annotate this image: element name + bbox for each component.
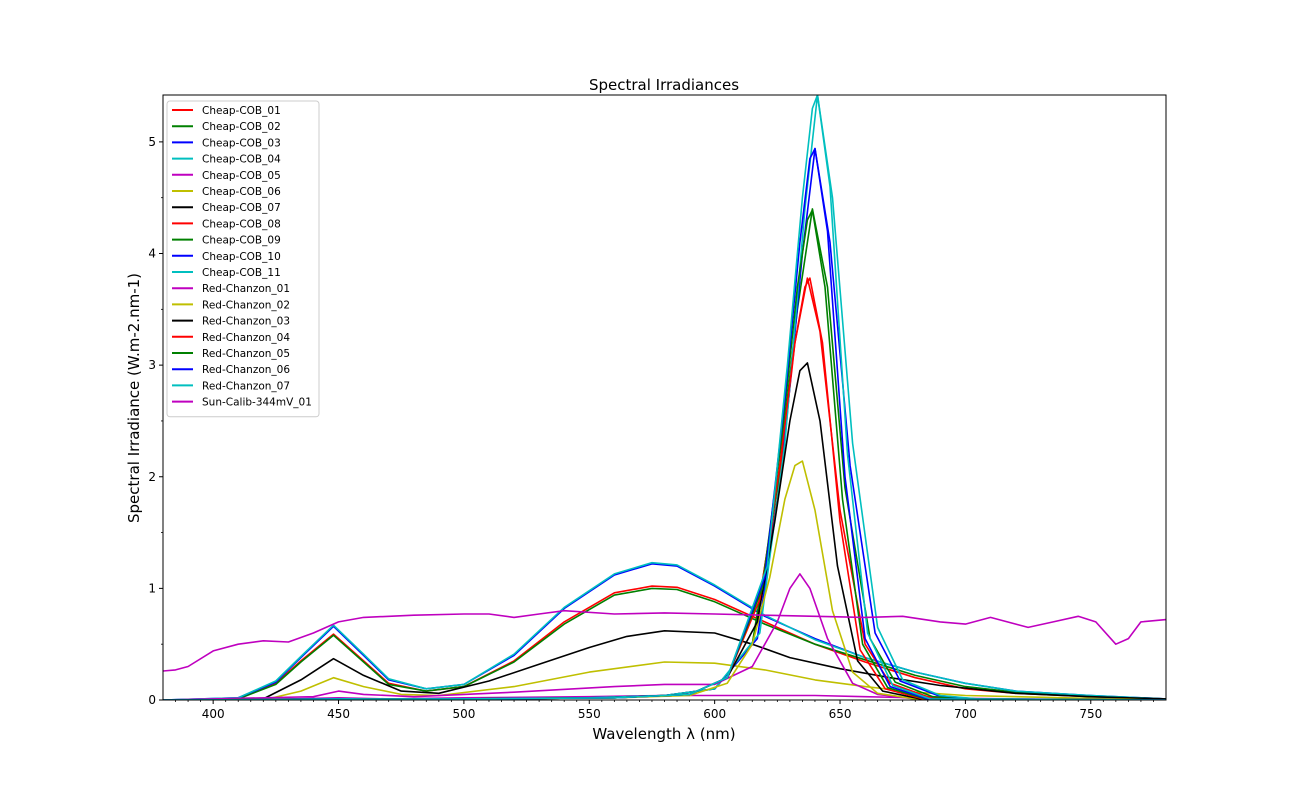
y-axis: 0 1 2 3 4 5: [148, 135, 163, 707]
series-line-cheap-cob-04: [163, 561, 1166, 700]
x-tick-label: 550: [578, 707, 601, 721]
legend-label-cheap-cob-06: Cheap-COB_06: [202, 186, 281, 198]
legend-label-cheap-cob-10: Cheap-COB_10: [202, 251, 281, 263]
y-tick-label: 1: [148, 581, 156, 595]
legend: Cheap-COB_01 Cheap-COB_02 Cheap-COB_03 Chea…: [166, 100, 320, 418]
chart-title: Spectral Irradiances: [589, 76, 739, 94]
legend-label-red-chanzon-05: Red-Chanzon_05: [202, 348, 290, 360]
legend-label-red-chanzon-06: Red-Chanzon_06: [202, 364, 290, 376]
series-line-cheap-cob-07: [163, 629, 1166, 700]
x-tick-label: 750: [1079, 707, 1102, 721]
series-line-cheap-cob-01: [163, 585, 1166, 700]
legend-label-cheap-cob-05: Cheap-COB_05: [202, 170, 281, 182]
series-line-red-chanzon-07: [163, 95, 1166, 700]
series-line-red-chanzon-01: [163, 573, 1166, 700]
legend-label-red-chanzon-03: Red-Chanzon_03: [202, 316, 290, 328]
legend-label-cheap-cob-08: Cheap-COB_08: [202, 218, 281, 230]
legend-label-red-chanzon-01: Red-Chanzon_01: [202, 283, 290, 295]
x-tick-label: 600: [703, 707, 726, 721]
legend-label-cheap-cob-03: Cheap-COB_03: [202, 137, 281, 149]
series-line-cheap-cob-02: [163, 587, 1166, 700]
legend-box: [166, 100, 320, 418]
legend-label-cheap-cob-07: Cheap-COB_07: [202, 202, 281, 214]
y-tick-label: 3: [148, 358, 156, 372]
x-tick-label: 700: [954, 707, 977, 721]
legend-label-cheap-cob-01: Cheap-COB_01: [202, 105, 281, 117]
y-tick-label: 5: [148, 135, 156, 149]
x-axis-label: Wavelength λ (nm): [592, 725, 735, 743]
series-line-sun-calib-344mv-01: [163, 609, 1166, 672]
x-tick-label: 650: [829, 707, 852, 721]
legend-label-cheap-cob-02: Cheap-COB_02: [202, 121, 281, 133]
y-axis-label: Spectral Irradiance (W.m-2.nm-1): [125, 273, 143, 523]
y-tick-label: 0: [148, 693, 156, 707]
legend-label-cheap-cob-09: Cheap-COB_09: [202, 235, 281, 247]
legend-label-red-chanzon-04: Red-Chanzon_04: [202, 332, 290, 344]
x-axis: 400 450 500 550 600 650 700 750: [175, 700, 1154, 721]
x-tick-label: 450: [327, 707, 350, 721]
legend-label-cheap-cob-04: Cheap-COB_04: [202, 154, 281, 166]
legend-label-sun-calib-344mv-01: Sun-Calib-344mV_01: [202, 397, 312, 409]
x-tick-label: 400: [202, 707, 225, 721]
x-tick-label: 500: [452, 707, 475, 721]
y-tick-label: 4: [148, 247, 156, 261]
y-tick-label: 2: [148, 470, 156, 484]
series-layer: [163, 95, 1166, 700]
legend-label-red-chanzon-07: Red-Chanzon_07: [202, 380, 290, 392]
legend-label-cheap-cob-11: Cheap-COB_11: [202, 267, 281, 279]
legend-label-red-chanzon-02: Red-Chanzon_02: [202, 299, 290, 311]
